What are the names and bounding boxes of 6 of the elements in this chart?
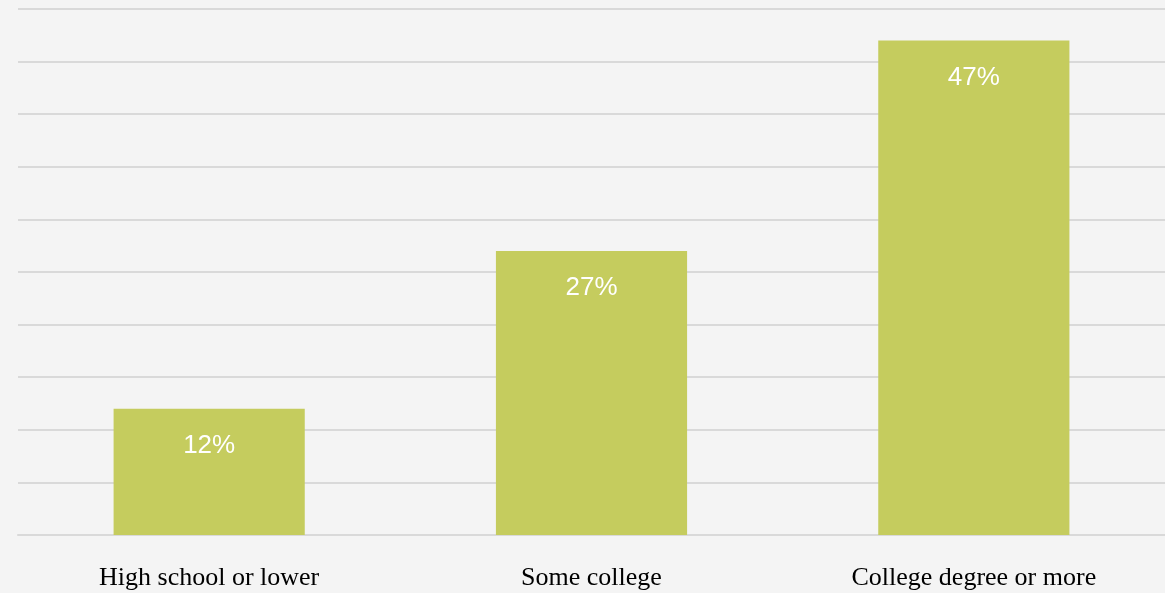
x-tick-label: College degree or more bbox=[851, 561, 1097, 591]
data-label: 27% bbox=[565, 270, 618, 301]
data-label: 12% bbox=[183, 428, 236, 459]
x-tick-label: High school or lower bbox=[99, 561, 320, 591]
x-tick-label: Some college bbox=[521, 561, 662, 591]
data-label: 47% bbox=[947, 60, 1000, 91]
